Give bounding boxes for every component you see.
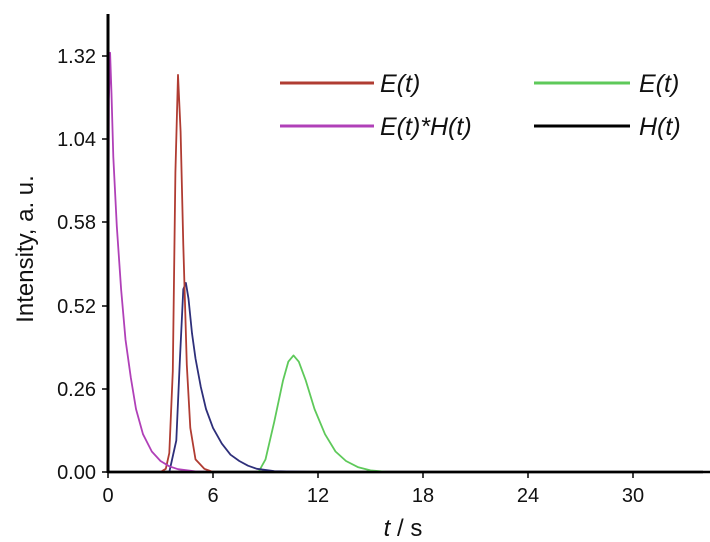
legend-item-e-t-green: E(t): [534, 70, 679, 98]
legend-item-e-t-red: E(t): [280, 70, 420, 98]
x-axis-title: t / s: [384, 515, 423, 542]
plot-area: 0 6 12 18 24 30 0.00 0.26 0.52 0.58 1.04 1.32: [57, 14, 710, 507]
x-tick-label: 18: [412, 485, 434, 507]
x-tick-label: 24: [517, 485, 539, 507]
x-ticks: 0 6 12 18 24 30: [102, 472, 644, 507]
legend: E(t) E(t) E(t)*H(t) H(t): [280, 70, 681, 141]
series-line-e-t-1: [108, 354, 633, 473]
y-tick-label: 0.26: [57, 379, 96, 401]
y-tick-label: 0.58: [57, 212, 96, 234]
legend-item-h-t: H(t): [534, 113, 681, 141]
y-tick-label: 0.52: [57, 296, 96, 318]
legend-label: E(t): [380, 70, 420, 98]
legend-label: E(t)*H(t): [380, 113, 472, 141]
series-line-unlabeled-4: [108, 281, 633, 473]
legend-label: E(t): [639, 70, 679, 98]
y-axis-title: Intensity, a. u.: [12, 175, 39, 323]
y-ticks: 0.00 0.26 0.52 0.58 1.04 1.32: [57, 46, 108, 484]
y-tick-label: 1.32: [57, 46, 96, 68]
x-tick-label: 0: [102, 485, 113, 507]
legend-label: H(t): [639, 113, 681, 141]
x-tick-label: 12: [307, 485, 329, 507]
x-tick-label: 6: [207, 485, 218, 507]
y-tick-label: 0.00: [57, 462, 96, 484]
y-tick-label: 1.04: [57, 129, 96, 151]
x-tick-label: 30: [622, 485, 644, 507]
series-line-e-t-0: [108, 74, 633, 473]
legend-item-e-t-h-t: E(t)*H(t): [280, 113, 472, 141]
series-line-e-t-h-t-2: [107, 51, 640, 473]
